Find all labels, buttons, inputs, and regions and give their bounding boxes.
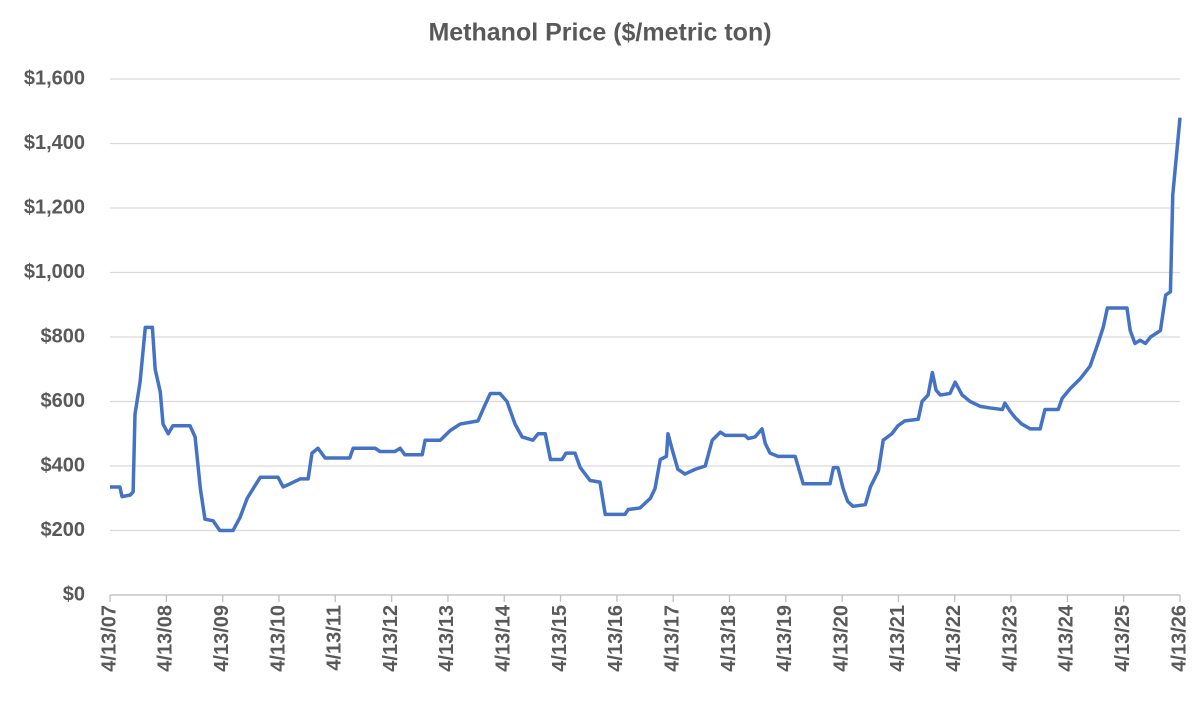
x-tick-label: 4/13/20: [830, 605, 852, 672]
x-tick-label: 4/13/09: [211, 605, 233, 672]
x-tick-label: 4/13/17: [661, 605, 683, 672]
y-tick-label: $0: [63, 583, 85, 605]
x-tick-label: 4/13/07: [98, 605, 120, 672]
y-tick-label: $400: [41, 454, 86, 476]
x-tick-label: 4/13/22: [943, 605, 965, 672]
x-tick-label: 4/13/19: [774, 605, 796, 672]
y-tick-label: $800: [41, 325, 86, 347]
y-tick-label: $1,600: [24, 67, 85, 89]
x-tick-label: 4/13/08: [155, 605, 177, 672]
y-tick-label: $1,200: [24, 196, 85, 218]
x-tick-label: 4/13/11: [324, 605, 346, 671]
x-tick-label: 4/13/24: [1056, 604, 1078, 672]
x-tick-label: 4/13/26: [1168, 605, 1190, 672]
x-tick-label: 4/13/18: [718, 605, 740, 672]
x-tick-label: 4/13/15: [549, 605, 571, 672]
y-tick-label: $600: [41, 390, 86, 412]
x-tick-label: 4/13/14: [493, 604, 515, 672]
y-tick-label: $1,000: [24, 261, 85, 283]
chart-title: Methanol Price ($/metric ton): [428, 19, 771, 47]
x-tick-label: 4/13/16: [605, 605, 627, 672]
price-line: [110, 117, 1182, 533]
x-tick-label: 4/13/10: [267, 605, 289, 672]
x-tick-label: 4/13/21: [887, 605, 909, 672]
y-tick-label: $1,400: [24, 132, 85, 154]
x-tick-label: 4/13/12: [380, 605, 402, 672]
x-tick-label: 4/13/25: [1112, 605, 1134, 672]
x-tick-label: 4/13/13: [436, 605, 458, 672]
y-tick-label: $200: [41, 519, 86, 541]
x-tick-label: 4/13/23: [999, 605, 1021, 672]
